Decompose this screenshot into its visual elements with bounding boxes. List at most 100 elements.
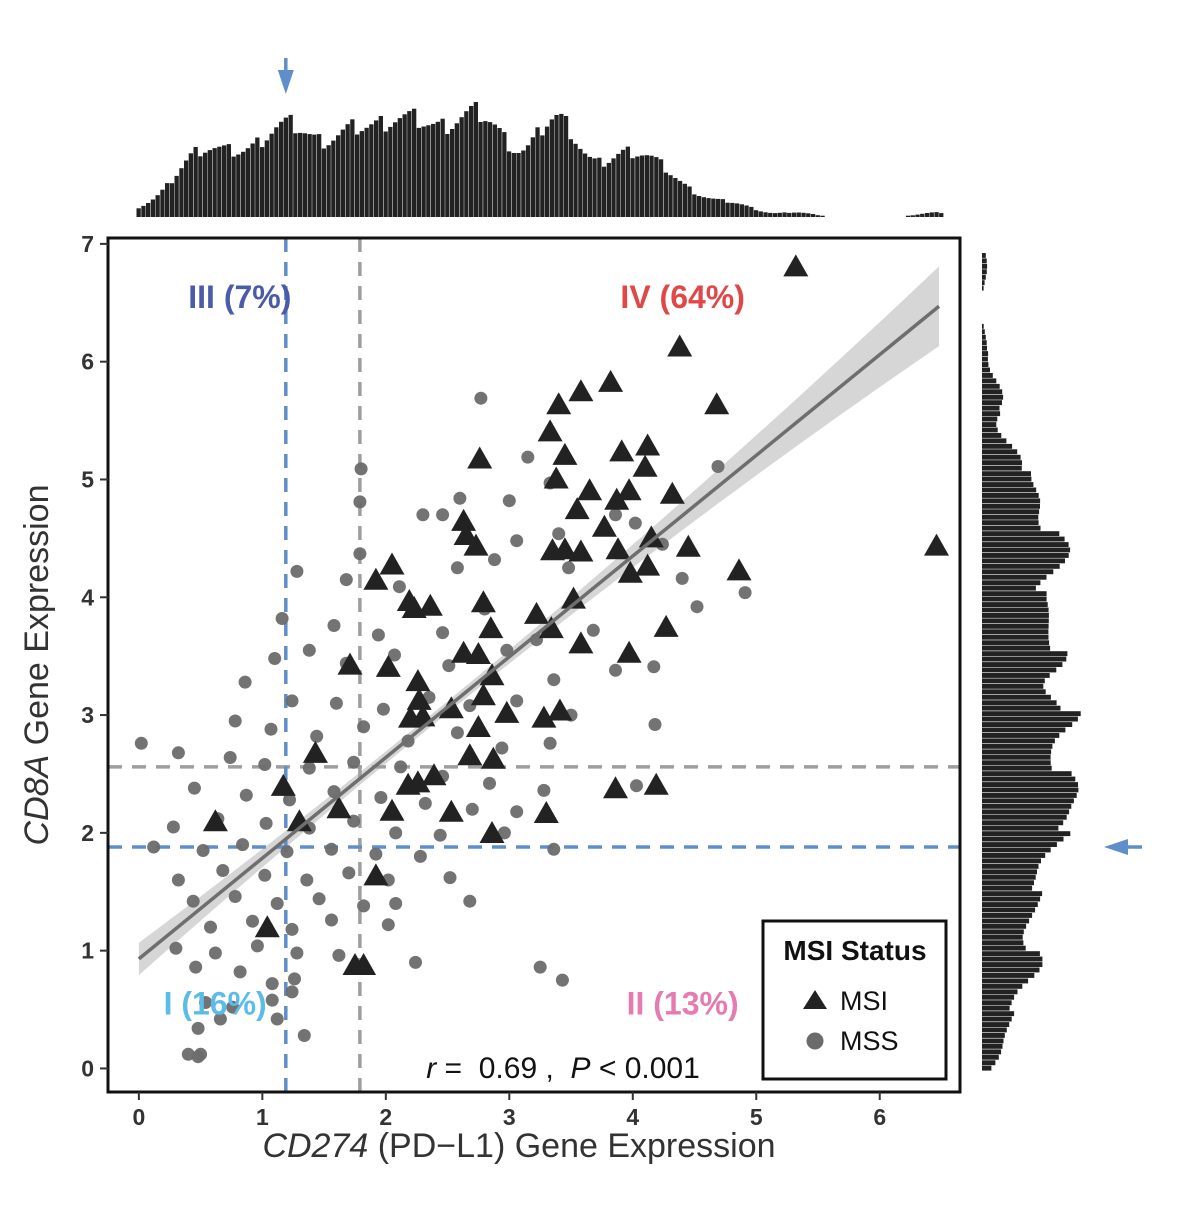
right-marginal-histogram (982, 253, 1081, 1071)
top-histogram-bar (478, 122, 483, 217)
mss-point (371, 628, 385, 642)
mss-point (416, 508, 430, 522)
right-histogram-bar (982, 329, 985, 335)
right-histogram-bar (982, 749, 1052, 755)
msi-point (302, 740, 328, 763)
mss-point (169, 941, 183, 955)
msi-point (568, 539, 594, 562)
right-histogram-bar (982, 487, 1037, 493)
top-histogram-bar (554, 115, 559, 217)
mss-point (474, 391, 488, 405)
msi-point (924, 533, 949, 556)
top-histogram-bar (302, 133, 307, 217)
top-histogram-bar (450, 129, 455, 217)
right-histogram-bar (982, 913, 1033, 918)
top-histogram-bar (620, 149, 626, 217)
right-histogram-bar (982, 820, 1064, 826)
mss-point (690, 600, 704, 614)
data-points (134, 254, 949, 1064)
top-histogram-bar (198, 156, 203, 217)
x-tick-label: 0 (132, 1104, 145, 1130)
msi-point (467, 446, 493, 469)
right-histogram-bar (982, 673, 1050, 678)
right-histogram-bar (982, 345, 987, 351)
msi-point (405, 669, 431, 692)
top-histogram-bar (725, 202, 730, 217)
mss-point (609, 663, 622, 677)
top-histogram-bar (706, 198, 711, 217)
mss-point (199, 996, 212, 1009)
right-histogram-bar (982, 351, 989, 356)
y-tick-label: 6 (81, 349, 94, 375)
top-histogram-bar (525, 145, 531, 217)
top-histogram-bar (758, 211, 763, 217)
r-symbol: r (426, 1052, 437, 1085)
right-histogram-bar (982, 454, 1021, 460)
right-histogram-bar (982, 1005, 1010, 1011)
right-histogram-bar (982, 885, 1033, 891)
regression-line-layer (137, 304, 941, 961)
mss-point (213, 1012, 227, 1026)
top-histogram-bar (516, 153, 521, 217)
right-histogram-bar (982, 433, 1002, 438)
top-histogram-bar (587, 156, 592, 217)
top-histogram-bar (312, 134, 317, 217)
mss-point (325, 913, 338, 927)
y-tick-label: 7 (81, 231, 94, 257)
msi-point (616, 478, 642, 501)
top-histogram-bar (345, 124, 350, 217)
msi-point (568, 379, 594, 402)
mss-point (339, 573, 353, 587)
right-histogram-bar (982, 1049, 1002, 1055)
top-histogram-bar (654, 157, 659, 217)
right-histogram-bar (982, 340, 987, 346)
mss-point (264, 722, 278, 736)
mss-point (181, 1047, 195, 1061)
msi-point (616, 640, 642, 663)
top-histogram-bar (402, 114, 407, 217)
top-histogram-bar (929, 212, 934, 217)
msi-point (609, 439, 635, 462)
mss-point (648, 718, 662, 731)
right-histogram-bar (982, 531, 1060, 537)
quadrant-labels: I (16%) II (13%) III (7%) IV (64%) (164, 279, 745, 1022)
legend-box (761, 919, 948, 1081)
mss-point (329, 696, 343, 710)
mss-point (436, 626, 450, 640)
mss-point (630, 779, 643, 793)
mss-point (239, 788, 253, 802)
right-histogram-bar (982, 1000, 1012, 1006)
top-histogram-bar (687, 186, 692, 217)
right-histogram-bar (982, 842, 1057, 847)
right-histogram-bar (982, 591, 1047, 597)
right-histogram-bar (982, 509, 1040, 515)
top-histogram-bar (673, 178, 678, 217)
mss-point (738, 586, 752, 600)
right-histogram-bar (982, 662, 1063, 667)
right-histogram-bar (982, 520, 1039, 526)
top-histogram-bar (544, 126, 550, 217)
top-histogram-bar (231, 156, 236, 217)
right-histogram-bar (982, 258, 987, 264)
right-histogram-bar (982, 803, 1072, 809)
right-histogram-bar (982, 563, 1060, 569)
mss-point (228, 714, 242, 728)
mss-point (302, 761, 316, 775)
top-histogram-bar (668, 175, 673, 217)
msi-point (363, 567, 389, 590)
right-histogram-bar (982, 683, 1044, 689)
top-histogram-bar (407, 111, 412, 217)
msi-point (564, 497, 590, 520)
right-histogram-bar (982, 280, 985, 286)
msi-point (478, 616, 504, 639)
right-histogram-bar (982, 574, 1047, 580)
right-histogram-bar (982, 471, 1031, 477)
right-histogram-bar (982, 493, 1039, 498)
right-histogram-bar (982, 373, 993, 378)
mss-point (342, 866, 356, 880)
msi-point (533, 801, 559, 823)
msi-point (568, 631, 594, 654)
mss-point (290, 564, 304, 578)
correlation-annotation: r = 0.69 , P < 0.001 (426, 1052, 700, 1085)
